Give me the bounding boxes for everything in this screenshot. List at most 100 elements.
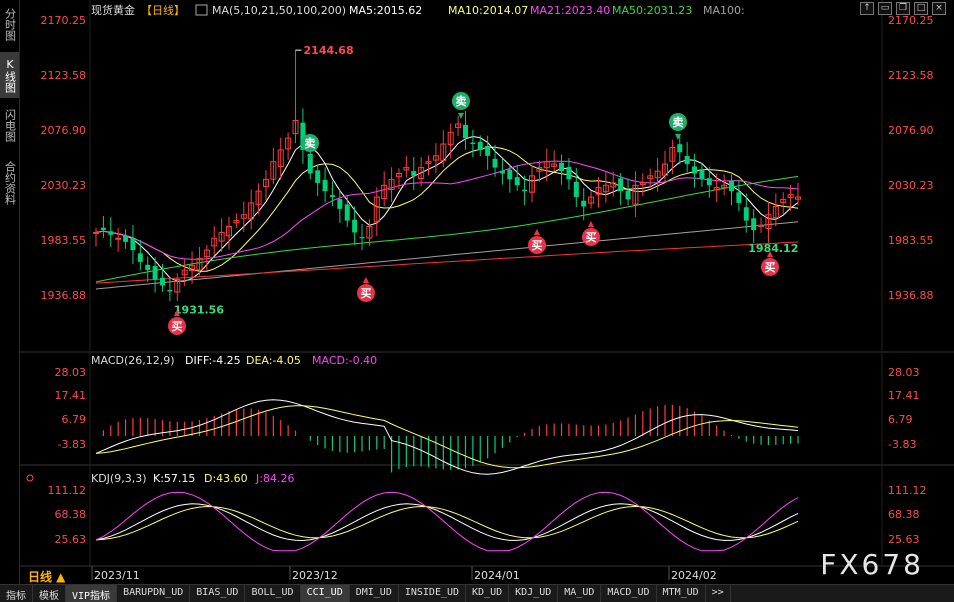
candle-body-up [388, 178, 395, 191]
candle-body-down [145, 264, 151, 271]
tab-cci[interactable]: CCI_UD [300, 585, 350, 602]
candle-body-down [100, 227, 106, 231]
macd-value: MACD:-0.40 [312, 354, 377, 367]
candle-body-up [292, 119, 299, 135]
signal-arrow-icon: ▲ [363, 275, 370, 284]
candle-body-up [233, 220, 240, 224]
time-label: 2024/02 [671, 569, 717, 582]
candle-body-up [277, 149, 284, 167]
candle-body-up [381, 184, 388, 200]
candle-body-down [411, 171, 417, 176]
candle-body-up [455, 123, 462, 129]
candle-body-up [240, 214, 247, 219]
tab-inside[interactable]: INSIDE_UD [399, 585, 467, 602]
candle-body-down [359, 237, 365, 239]
candle-body-down [736, 192, 742, 203]
candle-body-down [743, 207, 749, 221]
signal-arrow-icon: ▼ [675, 132, 682, 141]
candle-body-down [477, 142, 483, 150]
candle-body-down [352, 219, 358, 233]
tab-intraday[interactable]: 分时图 [3, 7, 17, 41]
price-annotations: 2144.68 1931.56 1984.12 [174, 44, 798, 316]
candle-body-up [795, 196, 801, 200]
tab-macd[interactable]: MACD_UD [601, 585, 657, 602]
tab-kdj[interactable]: KDJ_UD [509, 585, 559, 602]
tab-contract-info[interactable]: 合约资料 [3, 161, 17, 205]
buy-signal-label: 买 [172, 320, 183, 333]
ma10-value: MA10:2014.07 [448, 4, 528, 17]
candle-body-up [787, 194, 794, 198]
ma100-line [95, 221, 799, 290]
candle-body-up [211, 237, 218, 247]
tab-barupdn[interactable]: BARUPDN_UD [117, 585, 191, 602]
candle-body-up [440, 143, 447, 161]
candle-body-up [632, 184, 639, 205]
arrow-up-icon[interactable]: ↑ [860, 2, 874, 15]
macd-tick-right: -3.83 [888, 438, 916, 451]
candle-body-up [270, 161, 277, 180]
candle-body-up [721, 184, 728, 189]
maximize-icon[interactable]: □ [914, 2, 928, 15]
tab-templates[interactable]: 模板 [33, 585, 66, 602]
sell-signal-badge [452, 92, 470, 110]
period-selector-button[interactable]: 日线 ▲ [28, 570, 66, 584]
macd-dea: DEA:-4.05 [246, 354, 301, 367]
signal-arrow-icon: ▲ [767, 249, 774, 258]
settings-dot-icon[interactable] [26, 474, 34, 482]
tab-more[interactable]: >> [706, 585, 731, 602]
candle-body-down [167, 289, 173, 292]
candle-body-down [522, 189, 528, 192]
tab-kd[interactable]: KD_UD [466, 585, 510, 602]
sell-signal-label: 卖 [673, 115, 684, 129]
time-label: 2023/11 [94, 569, 140, 582]
candle-body-up [248, 202, 255, 220]
tab-kline[interactable]: K线图 [0, 52, 19, 98]
candle-body-up [543, 161, 550, 169]
fx678-watermark: FX678 [820, 548, 924, 581]
indicator-chart-icon[interactable] [195, 4, 208, 16]
tab-vip-indicators[interactable]: VIP指标 [66, 585, 118, 602]
kdj-d-line [95, 505, 799, 541]
candle-body-down [307, 153, 313, 174]
tab-indicators[interactable]: 指标 [0, 585, 33, 602]
tab-mtm[interactable]: MTM_UD [657, 585, 706, 602]
tab-ma[interactable]: MA_UD [558, 585, 602, 602]
price-tick-right: 2123.58 [888, 69, 934, 82]
chart-area[interactable]: 现货黄金 【日线】 MA(5,10,21,50,100,200) MA5:201… [20, 0, 954, 584]
indicator-tab-bar: 指标 模板 VIP指标 BARUPDN_UD BIAS_UD BOLL_UD C… [0, 584, 954, 602]
tab-dmi[interactable]: DMI_UD [350, 585, 399, 602]
candle-body-up [373, 196, 380, 223]
kdj-lines [95, 491, 799, 552]
candle-body-down [706, 178, 712, 186]
candle-body-up [174, 279, 181, 293]
candle-body-up [93, 231, 99, 234]
candle-body-down [152, 266, 158, 280]
restore-icon[interactable]: ❐ [896, 2, 910, 15]
candle-body-up [366, 226, 373, 239]
ma100-value: MA100: [703, 4, 745, 17]
candle-body-up [226, 226, 233, 237]
tab-flash-chart[interactable]: 闪电图 [3, 108, 17, 142]
candle-body-down [514, 177, 520, 186]
kdj-tick-left: 111.12 [48, 484, 87, 497]
buy-signal-label: 买 [532, 239, 543, 252]
macd-tick-left: 28.03 [55, 366, 87, 379]
candle-body-up [425, 161, 432, 164]
price-tick-left: 1936.88 [41, 289, 87, 302]
candle-body-up [218, 231, 225, 242]
ma21-line [95, 160, 799, 260]
price-tick-right: 2170.25 [888, 14, 934, 27]
candle-body-up [551, 163, 558, 167]
close-icon[interactable]: × [932, 2, 946, 15]
candle-body-up [610, 182, 617, 188]
ma21-value: MA21:2023.40 [530, 4, 610, 17]
time-axis: 2023/11 2023/12 2024/01 2024/02 [91, 566, 717, 582]
kdj-axis: 111.12 111.12 68.38 68.38 25.63 25.63 [48, 484, 927, 546]
signal-arrow-icon: ▼ [307, 153, 314, 162]
collapse-icon[interactable]: ▭ [878, 2, 892, 15]
candle-body-up [647, 175, 654, 179]
tab-boll[interactable]: BOLL_UD [245, 585, 301, 602]
tab-bias[interactable]: BIAS_UD [190, 585, 246, 602]
candle-body-up [780, 198, 787, 203]
candle-body-up [765, 214, 772, 230]
